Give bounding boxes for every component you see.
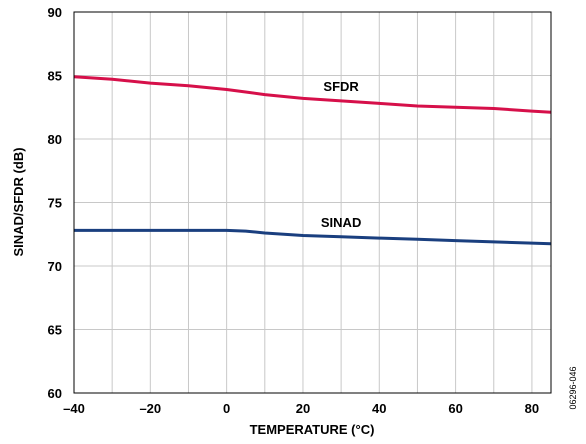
- y-axis-label: SINAD/SFDR (dB): [11, 147, 26, 256]
- x-tick-label: –40: [63, 401, 85, 416]
- x-tick-label: 80: [525, 401, 539, 416]
- y-tick-label: 80: [48, 132, 62, 147]
- y-tick-label: 90: [48, 5, 62, 20]
- y-tick-label: 70: [48, 259, 62, 274]
- series-line-sinad: [74, 228, 552, 246]
- x-tick-labels: –40 –20 0 20 40 60 80: [63, 401, 539, 416]
- series-label-sfdr: SFDR: [323, 79, 359, 94]
- series-line-sfdr: [73, 75, 552, 114]
- x-tick-label: 0: [223, 401, 230, 416]
- y-tick-label: 65: [48, 323, 62, 338]
- y-tick-label: 75: [48, 196, 62, 211]
- grid: [74, 12, 551, 393]
- x-axis-label: TEMPERATURE (°C): [250, 422, 375, 437]
- series-label-sinad: SINAD: [321, 215, 361, 230]
- y-tick-label: 85: [48, 69, 62, 84]
- series-lines: [73, 75, 552, 246]
- y-tick-label: 60: [48, 386, 62, 401]
- x-tick-label: –20: [139, 401, 161, 416]
- y-tick-labels: 60 65 70 75 80 85 90: [48, 5, 62, 401]
- x-tick-label: 60: [448, 401, 462, 416]
- x-tick-label: 20: [296, 401, 310, 416]
- series-labels: SFDR SINAD: [321, 79, 361, 230]
- plot-border: [73, 11, 552, 394]
- figure-id: 06296-046: [568, 366, 578, 409]
- x-tick-label: 40: [372, 401, 386, 416]
